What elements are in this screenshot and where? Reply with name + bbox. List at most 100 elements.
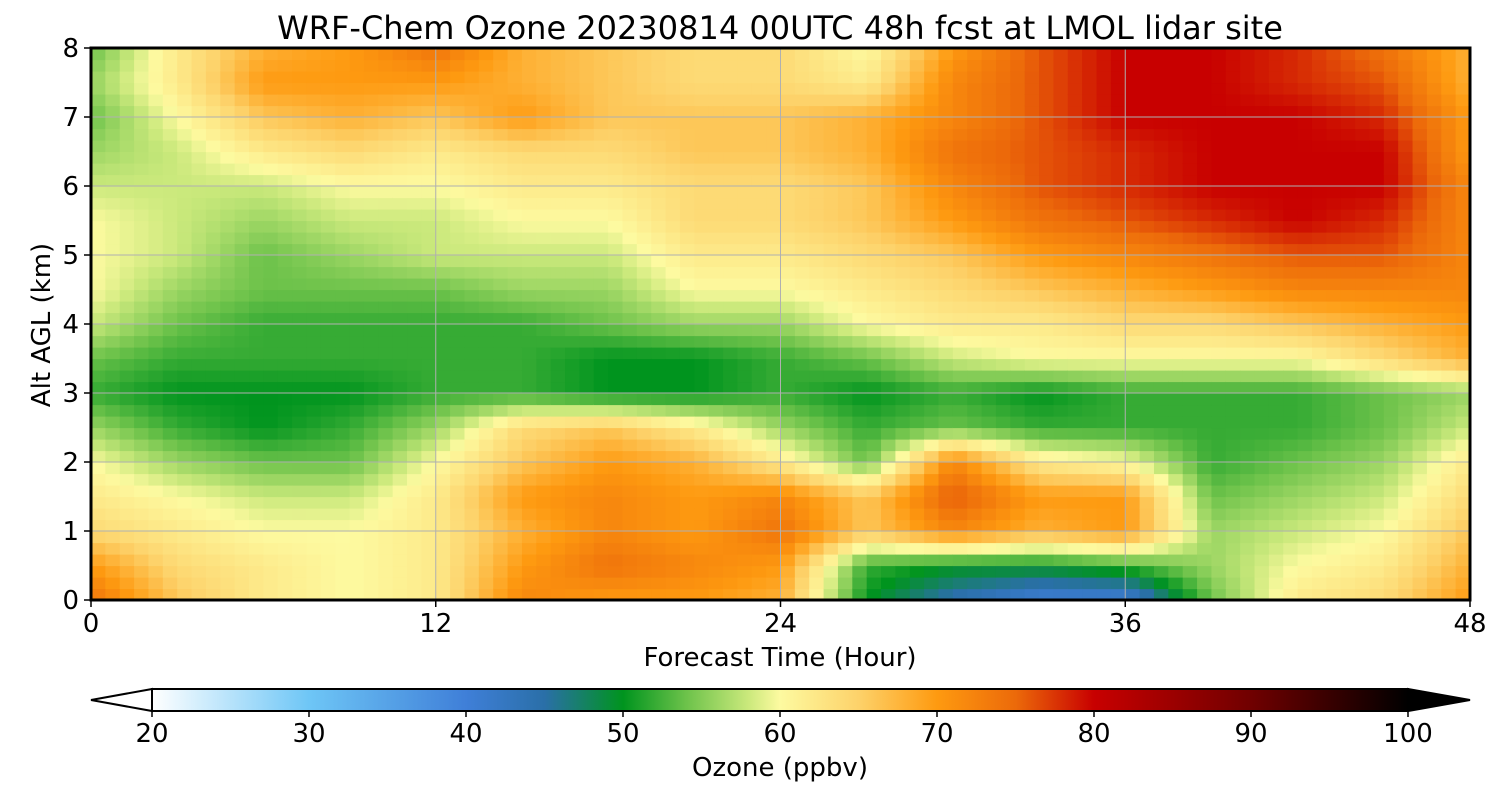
heatmap-cell (1125, 542, 1141, 555)
heatmap-cell (292, 197, 308, 210)
heatmap-cell (837, 59, 853, 72)
heatmap-cell (1225, 358, 1241, 371)
heatmap-cell (794, 439, 810, 452)
heatmap-cell (450, 140, 466, 153)
heatmap-cell (1168, 232, 1184, 245)
heatmap-cell (1039, 370, 1055, 383)
heatmap-cell (292, 404, 308, 417)
heatmap-cell (1426, 324, 1442, 337)
heatmap-cell (1355, 565, 1371, 578)
heatmap-cell (866, 577, 882, 590)
heatmap-cell (550, 473, 566, 486)
heatmap-cell (708, 519, 724, 532)
heatmap-cell (1254, 588, 1270, 601)
heatmap-cell (249, 174, 264, 187)
heatmap-cell (234, 588, 250, 601)
heatmap-cell (1225, 324, 1241, 337)
heatmap-cell (1197, 197, 1213, 210)
heatmap-cell (766, 347, 782, 360)
heatmap-cell (995, 404, 1011, 417)
heatmap-cell (1053, 542, 1069, 555)
heatmap-cell (852, 347, 868, 360)
heatmap-cell (1311, 266, 1327, 279)
heatmap-cell (837, 312, 853, 325)
heatmap-cell (407, 508, 422, 521)
heatmap-cell (249, 473, 264, 486)
heatmap-cell (1024, 416, 1040, 429)
heatmap-cell (881, 140, 897, 153)
heatmap-cell (1426, 243, 1442, 256)
heatmap-cell (1039, 197, 1055, 210)
heatmap-cell (191, 209, 207, 222)
heatmap-cell (1340, 301, 1356, 314)
heatmap-cell (679, 128, 695, 141)
heatmap-cell (1168, 278, 1184, 291)
heatmap-cell (421, 312, 437, 325)
heatmap-cell (450, 565, 466, 578)
heatmap-cell (507, 450, 523, 463)
heatmap-cell (292, 117, 308, 130)
heatmap-cell (119, 335, 135, 348)
heatmap-cell (809, 347, 825, 360)
heatmap-cell (995, 151, 1011, 164)
heatmap-cell (1182, 324, 1198, 337)
heatmap-cell (1067, 266, 1083, 279)
heatmap-cell (766, 243, 782, 256)
heatmap-cell (737, 508, 753, 521)
heatmap-cell (1197, 255, 1213, 268)
heatmap-cell (1125, 312, 1141, 325)
heatmap-cell (335, 255, 351, 268)
heatmap-cell (1311, 151, 1327, 164)
heatmap-cell (119, 197, 135, 210)
heatmap-cell (1182, 450, 1198, 463)
heatmap-cell (995, 519, 1011, 532)
heatmap-cell (679, 427, 695, 440)
heatmap-cell (277, 519, 293, 532)
heatmap-cell (1297, 404, 1313, 417)
heatmap-cell (407, 82, 422, 95)
heatmap-cell (550, 151, 566, 164)
heatmap-cell (1297, 140, 1313, 153)
heatmap-cell (809, 370, 825, 383)
heatmap-cell (1197, 370, 1213, 383)
heatmap-cell (1240, 565, 1256, 578)
heatmap-cell (1426, 140, 1442, 153)
heatmap-cell (177, 117, 193, 130)
heatmap-cell (249, 94, 264, 107)
heatmap-cell (335, 393, 351, 406)
heatmap-cell (651, 186, 667, 199)
heatmap-cell (191, 485, 207, 498)
heatmap-cell (234, 462, 250, 475)
heatmap-cell (205, 209, 221, 222)
heatmap-cell (1254, 381, 1270, 394)
heatmap-cell (1168, 289, 1184, 302)
heatmap-cell (1426, 577, 1442, 590)
heatmap-cell (1039, 462, 1055, 475)
heatmap-cell (924, 588, 940, 601)
heatmap-cell (1139, 565, 1155, 578)
heatmap-cell (794, 531, 810, 544)
heatmap-cell (866, 370, 882, 383)
heatmap-cell (622, 496, 638, 509)
heatmap-cell (665, 416, 681, 429)
heatmap-cell (981, 209, 997, 222)
heatmap-cell (134, 209, 150, 222)
heatmap-cell (435, 404, 451, 417)
heatmap-cell (162, 462, 178, 475)
heatmap-cell (1426, 48, 1442, 61)
heatmap-cell (1340, 554, 1356, 567)
heatmap-cell (119, 439, 135, 452)
heatmap-cell (1153, 128, 1169, 141)
heatmap-cell (1254, 82, 1270, 95)
heatmap-cell (306, 197, 322, 210)
heatmap-cell (349, 117, 365, 130)
heatmap-cell (809, 381, 825, 394)
heatmap-cell (1197, 519, 1213, 532)
heatmap-cell (363, 312, 379, 325)
heatmap-cell (608, 439, 624, 452)
heatmap-cell (292, 301, 308, 314)
heatmap-cell (881, 347, 897, 360)
heatmap-cell (435, 255, 451, 268)
heatmap-cell (1010, 577, 1026, 590)
heatmap-cell (852, 71, 868, 84)
